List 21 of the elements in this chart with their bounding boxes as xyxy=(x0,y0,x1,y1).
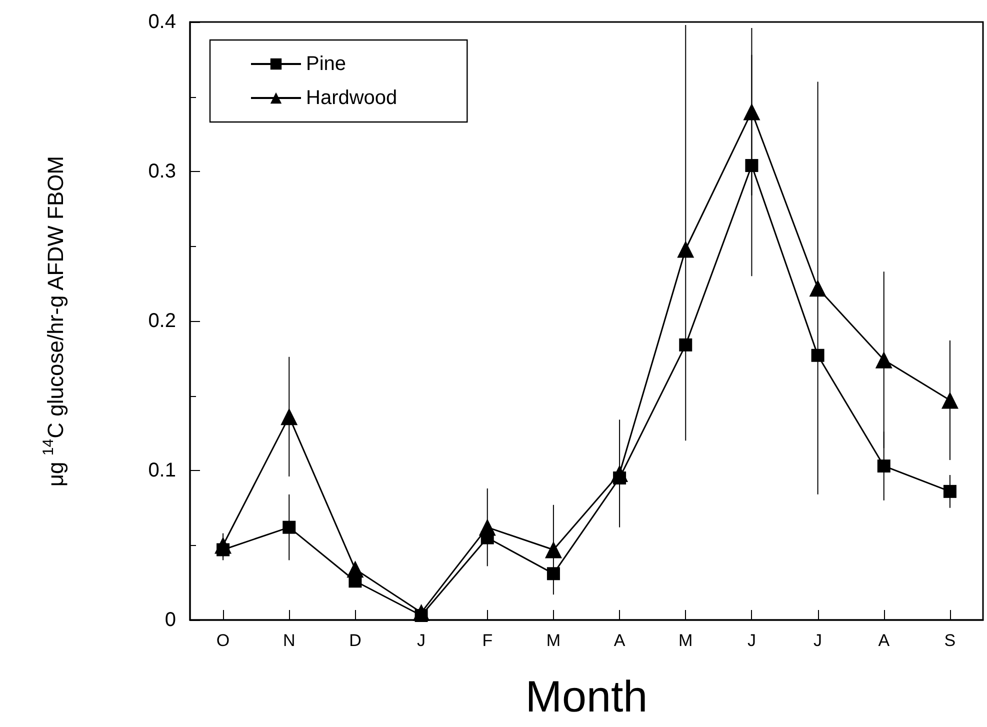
x-tick-label: F xyxy=(482,631,493,650)
x-tick-label: M xyxy=(546,631,561,650)
x-tick-label: A xyxy=(878,631,890,650)
x-tick-label: D xyxy=(349,631,362,650)
x-tick-label: N xyxy=(282,631,296,650)
x-tick-label: M xyxy=(678,631,693,650)
y-tick-label: 0 xyxy=(164,609,176,631)
y-tick-label: 0.4 xyxy=(148,11,176,33)
legend-label: Pine xyxy=(306,53,346,75)
x-tick-label: J xyxy=(814,631,822,650)
x-axis-title: Month xyxy=(525,672,648,722)
y-tick-label: 0.1 xyxy=(148,460,176,482)
x-tick-label: O xyxy=(216,631,230,650)
x-tick-label: S xyxy=(944,631,956,650)
y-axis-title: μg 14C glucose/hr-g AFDW FBOM xyxy=(40,156,68,487)
y-tick-label: 0.3 xyxy=(148,160,176,182)
legend-label: Hardwood xyxy=(306,87,398,109)
x-tick-label: J xyxy=(747,631,756,650)
x-tick-label: J xyxy=(417,631,426,650)
x-tick-label: A xyxy=(614,631,626,650)
y-tick-label: 0.2 xyxy=(148,310,176,332)
